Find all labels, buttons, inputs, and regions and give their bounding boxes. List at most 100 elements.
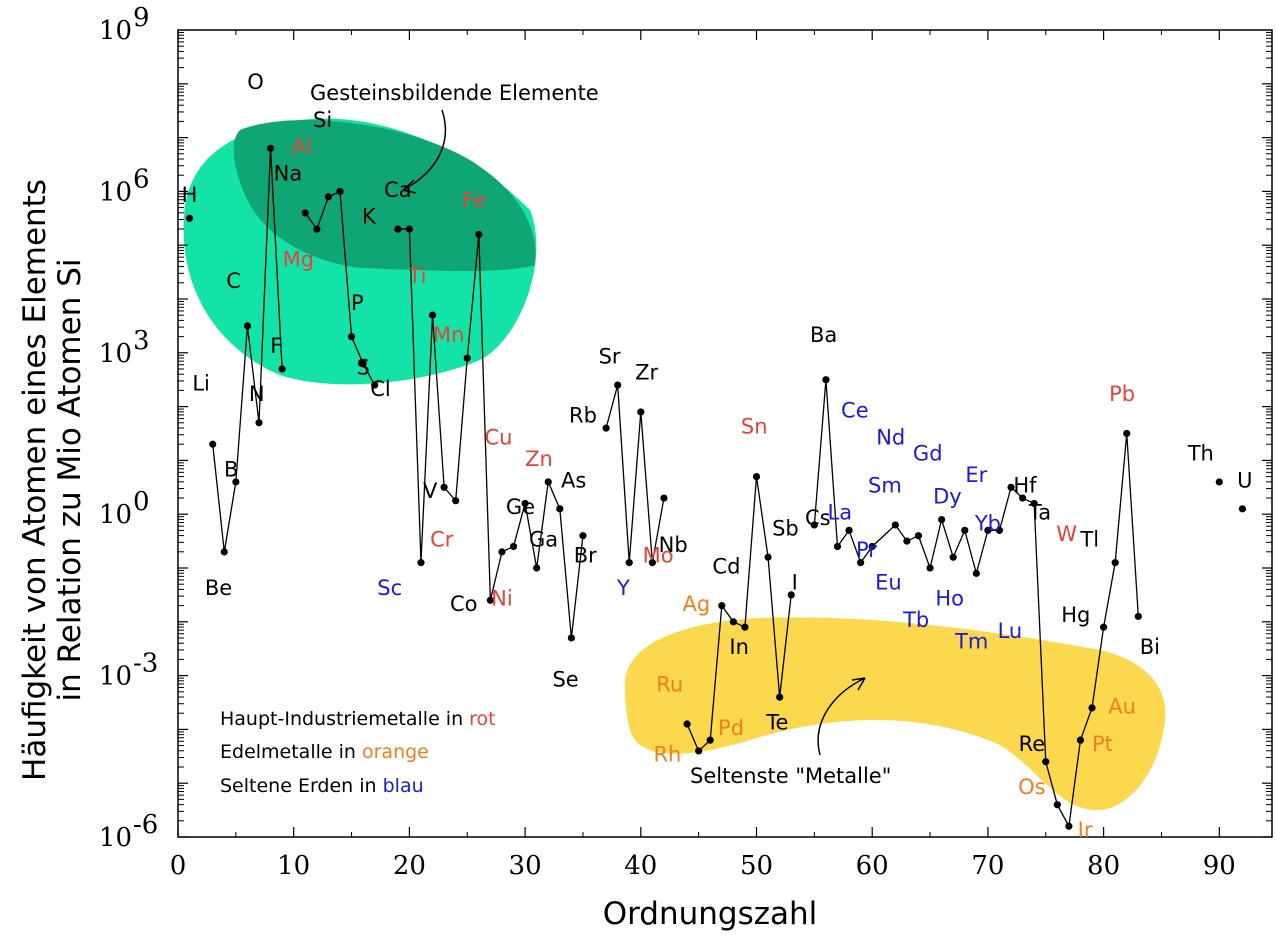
element-label: Ti [407,264,426,288]
abundance-point [972,569,980,577]
abundance-point [776,693,784,701]
x-axis-title: Ordnungszahl [603,896,818,932]
abundance-point [232,478,240,486]
element-label: Gd [913,441,943,465]
abundance-point [475,230,483,239]
element-label: Sm [868,474,902,498]
abundance-point [1065,822,1073,830]
rock-forming-arrowhead [402,179,417,194]
x-tick-label: 90 [1203,851,1236,881]
element-label: Tl [1079,527,1099,551]
abundance-point [729,618,737,626]
element-label: Eu [875,571,902,595]
abundance-point [1042,758,1050,766]
element-label: Sn [741,415,768,439]
abundance-point [822,376,830,384]
element-label: C [226,269,241,293]
abundance-point [371,381,379,389]
data-points [185,144,1247,830]
element-label: F [270,334,282,358]
element-label: Cu [484,425,512,449]
abundance-point [857,559,865,567]
element-label: Y [616,576,630,600]
legend-industrial: Haupt-Industriemetalle in rot [220,708,496,730]
abundance-point [533,564,541,572]
element-label: Pd [718,716,744,740]
element-label: Zr [635,361,658,385]
element-label: H [182,183,198,207]
abundance-point [868,542,876,551]
abundance-point [185,214,194,222]
abundance-point [1019,494,1027,502]
abundance-point [995,526,1004,534]
abundance-point [614,381,622,389]
y-tick-exponent: -3 [133,649,158,679]
abundance-point [1053,801,1061,809]
abundance-point [521,499,529,508]
element-label: Se [552,667,578,691]
element-label: Cs [805,506,831,530]
y-tick-exponent: 9 [133,3,150,33]
abundance-point [394,225,402,233]
rarest-metals-region [624,617,1166,811]
abundance-point [498,548,506,556]
element-label: Pb [1109,382,1135,406]
element-label: Os [1018,775,1045,799]
y-tick-exponent: 3 [133,326,150,356]
y-tick-base: 10 [99,339,132,369]
element-label: Pt [1092,732,1113,756]
element-label: Co [450,592,478,616]
abundance-point [278,365,286,373]
y-tick-label: 10 [99,16,132,46]
abundance-point [845,526,853,534]
rock-forming-core-region [233,120,536,272]
element-label: N [249,382,265,406]
y-tick-base: 10 [99,16,132,46]
element-label: Cr [430,527,454,551]
x-tick-label: 60 [856,851,889,881]
abundance-series-line [605,384,665,563]
abundance-point [1238,505,1247,513]
legend-precious: Edelmetalle in orange [220,741,429,763]
element-label: Ca [384,178,412,202]
element-label: Fe [462,189,486,213]
element-label: Tb [902,608,929,632]
abundance-point [556,505,564,513]
abundance-point [313,225,321,233]
x-tick-label: 70 [971,851,1004,881]
abundance-series-line [686,476,792,753]
abundance-series-line [813,379,1139,829]
element-label: Re [1019,732,1046,756]
abundance-point [984,526,992,534]
x-tick-label: 50 [740,851,773,881]
element-label: U [1237,468,1252,492]
abundance-point [1123,429,1131,438]
element-label: Ag [682,592,710,616]
abundance-point [1088,704,1096,712]
abundance-point [255,419,263,427]
x-tick-label: 80 [1087,851,1120,881]
element-label: Sc [377,576,402,600]
abundance-point [301,209,309,217]
element-label: Ge [506,495,535,519]
abundance-point [1030,499,1038,508]
element-label: Be [205,576,232,600]
element-label: Na [274,162,303,186]
element-label: Rh [653,743,681,767]
abundance-point [486,596,494,604]
element-label: Tm [954,630,988,654]
element-label: Ga [529,527,558,551]
element-label: Rb [569,404,597,428]
y-axis-title-line1: Häufigkeit von Atomen eines Elements [17,179,53,781]
abundance-point [1076,736,1085,744]
abundance-point [741,623,749,631]
element-label: La [828,501,853,525]
element-label: Th [1187,441,1214,465]
abundance-point [1007,483,1015,491]
element-label: Mn [433,323,464,347]
element-label: Br [574,544,597,568]
element-label: Pr [856,538,877,562]
element-label: Li [192,371,210,395]
